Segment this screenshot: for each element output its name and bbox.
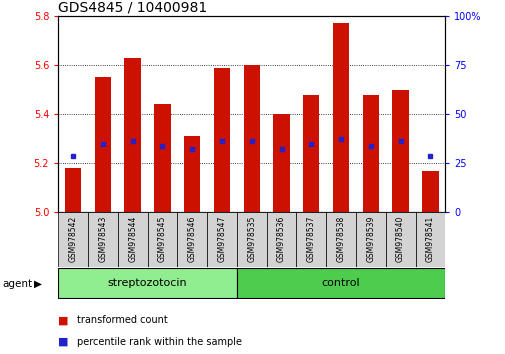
Bar	[65, 168, 81, 212]
Bar	[415, 212, 444, 267]
Bar	[326, 212, 355, 267]
Bar	[177, 212, 207, 267]
Bar	[184, 136, 200, 212]
Text: percentile rank within the sample: percentile rank within the sample	[77, 337, 242, 347]
Text: GSM978539: GSM978539	[366, 216, 375, 262]
Bar	[296, 212, 326, 267]
Text: GSM978540: GSM978540	[395, 216, 405, 262]
Bar	[88, 212, 118, 267]
Text: GSM978541: GSM978541	[425, 216, 434, 262]
Bar	[302, 95, 319, 212]
Bar	[421, 171, 438, 212]
Bar	[124, 58, 140, 212]
Text: transformed count: transformed count	[77, 315, 168, 325]
Text: ▶: ▶	[34, 279, 42, 289]
Bar	[392, 90, 408, 212]
Bar	[362, 95, 378, 212]
Text: GSM978536: GSM978536	[276, 216, 285, 262]
Bar	[355, 212, 385, 267]
Text: GSM978543: GSM978543	[98, 216, 107, 262]
Text: GSM978547: GSM978547	[217, 216, 226, 262]
Bar	[332, 23, 348, 212]
Text: GDS4845 / 10400981: GDS4845 / 10400981	[58, 1, 207, 15]
Bar	[147, 212, 177, 267]
Bar	[58, 212, 88, 267]
Text: agent: agent	[3, 279, 33, 289]
Text: GSM978542: GSM978542	[69, 216, 77, 262]
Text: streptozotocin: streptozotocin	[108, 278, 187, 288]
Bar	[236, 268, 444, 298]
Text: control: control	[321, 278, 360, 288]
Bar	[243, 65, 260, 212]
Text: GSM978538: GSM978538	[336, 216, 345, 262]
Bar	[273, 114, 289, 212]
Bar	[266, 212, 296, 267]
Bar	[236, 212, 266, 267]
Text: GSM978535: GSM978535	[247, 216, 256, 262]
Text: GSM978537: GSM978537	[306, 216, 315, 262]
Bar	[118, 212, 147, 267]
Text: GSM978544: GSM978544	[128, 216, 137, 262]
Text: GSM978545: GSM978545	[158, 216, 167, 262]
Text: GSM978546: GSM978546	[187, 216, 196, 262]
Text: ■: ■	[58, 315, 69, 325]
Bar	[207, 212, 236, 267]
Text: ■: ■	[58, 337, 69, 347]
Bar	[213, 68, 230, 212]
Bar	[385, 212, 415, 267]
Bar	[94, 77, 111, 212]
Bar	[154, 104, 170, 212]
Bar	[58, 268, 236, 298]
